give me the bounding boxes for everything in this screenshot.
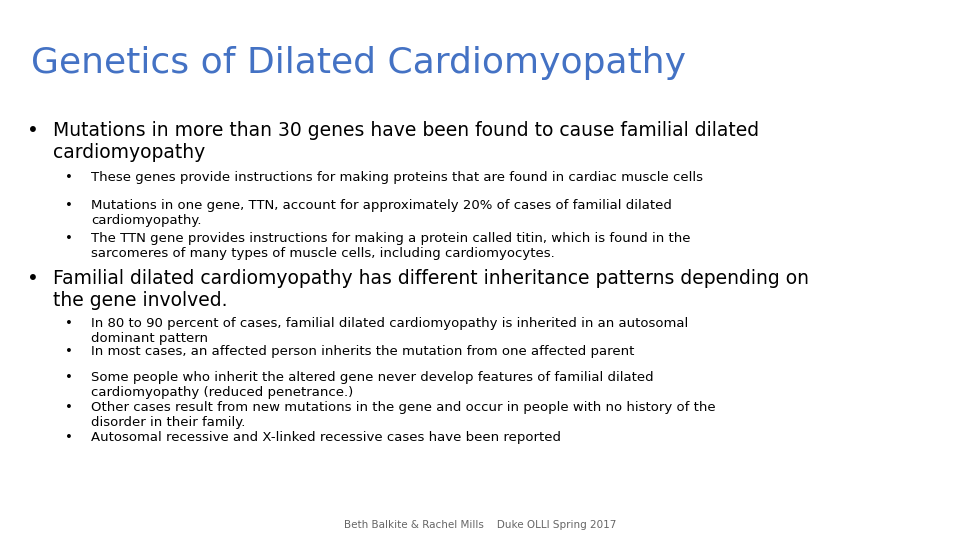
Text: •: •	[65, 371, 73, 384]
Text: The TTN gene provides instructions for making a protein called titin, which is f: The TTN gene provides instructions for m…	[91, 232, 690, 260]
Text: Mutations in one gene, TTN, account for approximately 20% of cases of familial d: Mutations in one gene, TTN, account for …	[91, 199, 672, 227]
Text: These genes provide instructions for making proteins that are found in cardiac m: These genes provide instructions for mak…	[91, 171, 703, 184]
Text: •: •	[65, 171, 73, 184]
Text: •: •	[65, 401, 73, 414]
Text: •: •	[65, 345, 73, 358]
Text: •: •	[65, 199, 73, 212]
Text: Genetics of Dilated Cardiomyopathy: Genetics of Dilated Cardiomyopathy	[31, 46, 685, 80]
Text: Other cases result from new mutations in the gene and occur in people with no hi: Other cases result from new mutations in…	[91, 401, 716, 429]
Text: •: •	[27, 122, 38, 140]
Text: •: •	[65, 431, 73, 444]
Text: •: •	[65, 317, 73, 330]
Text: In most cases, an affected person inherits the mutation from one affected parent: In most cases, an affected person inheri…	[91, 345, 635, 358]
Text: Autosomal recessive and X-linked recessive cases have been reported: Autosomal recessive and X-linked recessi…	[91, 431, 562, 444]
Text: •: •	[65, 232, 73, 245]
Text: Some people who inherit the altered gene never develop features of familial dila: Some people who inherit the altered gene…	[91, 371, 654, 399]
Text: In 80 to 90 percent of cases, familial dilated cardiomyopathy is inherited in an: In 80 to 90 percent of cases, familial d…	[91, 317, 688, 345]
Text: •: •	[27, 269, 38, 288]
Text: Familial dilated cardiomyopathy has different inheritance patterns depending on
: Familial dilated cardiomyopathy has diff…	[53, 269, 808, 310]
Text: Beth Balkite & Rachel Mills    Duke OLLI Spring 2017: Beth Balkite & Rachel Mills Duke OLLI Sp…	[344, 520, 616, 530]
Text: Mutations in more than 30 genes have been found to cause familial dilated
cardio: Mutations in more than 30 genes have bee…	[53, 122, 759, 163]
